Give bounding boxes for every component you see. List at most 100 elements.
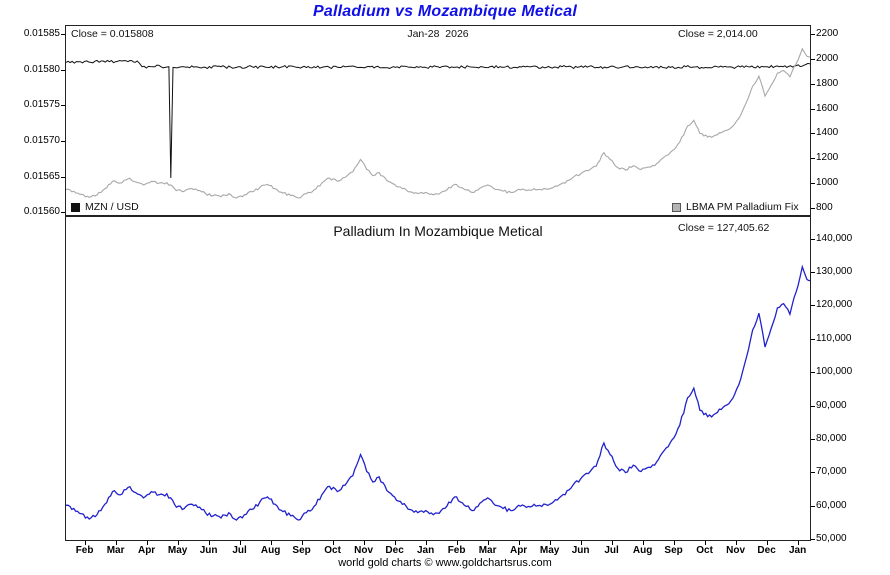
y-axis-tick-mark — [811, 84, 815, 85]
y-axis-tick-mark — [811, 59, 815, 60]
y-axis-tick-mark — [811, 506, 815, 507]
y-axis-tick-mark — [811, 539, 815, 540]
y-axis-tick-mark — [811, 133, 815, 134]
x-axis-month-label: May — [167, 545, 188, 556]
y-axis-label-palladium-usd: 1200 — [816, 152, 839, 164]
y-axis-label-palladium-usd: 2000 — [816, 52, 839, 64]
x-axis-tick-mark — [457, 541, 458, 545]
page-title: Palladium vs Mozambique Metical — [312, 3, 578, 20]
y-axis-tick-mark — [811, 439, 815, 440]
y-axis-label-mzn-rate: 0.01580 — [23, 63, 60, 75]
x-axis-month-label: Sep — [664, 545, 683, 556]
y-axis-label-mzn-rate: 0.01570 — [23, 134, 60, 146]
x-axis-month-label: Nov — [726, 545, 746, 556]
y-axis-label-palladium-usd: 1600 — [816, 102, 839, 114]
mzn-usd-close-label: Close = 0.015808 — [71, 28, 154, 40]
legend-mzn-usd: MZN / USD — [71, 201, 139, 213]
y-axis-label-mzn-rate: 0.01575 — [23, 99, 60, 111]
bottom-panel-title: Palladium In Mozambique Metical — [333, 223, 543, 239]
x-axis-month-label: Jun — [571, 545, 590, 556]
y-axis-label-palladium-usd: 2200 — [816, 27, 839, 39]
palladium-mzn-close-label: Close = 127,405.62 — [678, 222, 770, 234]
y-axis-tick-mark — [811, 183, 815, 184]
y-axis-label-palladium-usd: 800 — [816, 201, 833, 213]
x-axis-month-label: Aug — [260, 545, 281, 556]
y-axis-label-palladium-usd: 1000 — [816, 177, 839, 189]
y-axis-tick-mark — [811, 34, 815, 35]
x-axis-month-label: Feb — [447, 545, 466, 556]
y-axis-label-palladium-usd: 1800 — [816, 77, 839, 89]
x-axis-tick-mark — [581, 541, 582, 545]
y-axis-label-palladium-mzn: 80,000 — [816, 432, 847, 444]
y-axis-tick-mark — [811, 109, 815, 110]
y-axis-label-palladium-mzn: 50,000 — [816, 532, 847, 544]
y-axis-tick-mark — [811, 406, 815, 407]
y-axis-label-palladium-mzn: 110,000 — [816, 332, 852, 344]
x-axis-tick-mark — [240, 541, 241, 545]
x-axis-tick-mark — [116, 541, 117, 545]
y-axis-label-palladium-mzn: 120,000 — [816, 299, 853, 311]
x-axis-month-label: Jan — [416, 545, 435, 556]
x-axis-month-label: Mar — [478, 545, 497, 556]
x-axis-tick-mark — [736, 541, 737, 545]
x-axis-month-label: Jul — [604, 545, 619, 556]
legend-palladium-fix-label: LBMA PM Palladium Fix — [686, 201, 799, 213]
y-axis-label-mzn-rate: 0.01585 — [23, 27, 60, 39]
y-axis-label-palladium-mzn: 130,000 — [816, 266, 853, 278]
y-axis-tick-mark — [61, 34, 65, 35]
x-axis-month-label: Jan — [788, 545, 807, 556]
x-axis-tick-mark — [798, 541, 799, 545]
mzn-usd-swatch-icon — [71, 202, 80, 212]
y-axis-tick-mark — [811, 339, 815, 340]
x-axis-month-label: Oct — [324, 545, 341, 556]
x-axis-tick-mark — [178, 541, 179, 545]
y-axis-tick-mark — [61, 212, 65, 213]
x-axis-tick-mark — [147, 541, 148, 545]
y-axis-tick-mark — [811, 372, 815, 373]
series-line-palladium-in-mozambique-metical — [66, 264, 810, 521]
x-axis-tick-mark — [488, 541, 489, 545]
x-axis-month-label: May — [539, 545, 560, 556]
x-axis-tick-mark — [643, 541, 644, 545]
y-axis-label-palladium-mzn: 60,000 — [816, 499, 847, 511]
y-axis-tick-mark — [61, 177, 65, 178]
x-axis-tick-mark — [519, 541, 520, 545]
x-axis-tick-mark — [705, 541, 706, 545]
top-panel: Close = 0.015808 Jan-28 2026 Close = 2,0… — [65, 25, 811, 216]
y-axis-label-palladium-mzn: 100,000 — [816, 366, 853, 378]
x-axis-month-label: Jul — [232, 545, 247, 556]
x-axis-tick-mark — [395, 541, 396, 545]
y-axis-label-palladium-mzn: 90,000 — [816, 399, 847, 411]
x-axis-month-label: Nov — [354, 545, 374, 556]
x-axis-month-label: Mar — [106, 545, 125, 556]
x-axis-tick-mark — [426, 541, 427, 545]
chart-date-label: Jan-28 2026 — [407, 28, 469, 40]
y-axis-label-palladium-usd: 1400 — [816, 127, 839, 139]
legend-palladium-fix: LBMA PM Palladium Fix — [672, 201, 799, 213]
x-axis-month-label: Jun — [199, 545, 218, 556]
x-axis-tick-mark — [271, 541, 272, 545]
palladium-fix-swatch-icon — [672, 202, 681, 212]
legend-mzn-usd-label: MZN / USD — [85, 201, 139, 213]
x-axis-month-label: Dec — [385, 545, 404, 556]
x-axis-month-label: Sep — [292, 545, 311, 556]
y-axis-tick-mark — [811, 272, 815, 273]
footer-credit: world gold charts © www.goldchartsrus.co… — [338, 557, 552, 569]
bottom-plot-svg — [66, 264, 810, 521]
x-axis-month-label: Aug — [632, 545, 653, 556]
x-axis-tick-mark — [302, 541, 303, 545]
x-axis-month-label: Oct — [696, 545, 713, 556]
x-axis-month-label: Feb — [75, 545, 94, 556]
x-axis-tick-mark — [85, 541, 86, 545]
palladium-close-label: Close = 2,014.00 — [678, 28, 758, 40]
y-axis-label-mzn-rate: 0.01565 — [23, 170, 60, 182]
x-axis-tick-mark — [612, 541, 613, 545]
y-axis-tick-mark — [811, 472, 815, 473]
x-axis-tick-mark — [674, 541, 675, 545]
series-line-lbma-pm-palladium-fix — [66, 47, 810, 199]
x-axis-tick-mark — [209, 541, 210, 545]
x-axis-month-label: Apr — [509, 545, 528, 556]
series-line-mzn-usd — [66, 59, 810, 179]
x-axis-tick-mark — [550, 541, 551, 545]
y-axis-tick-mark — [61, 141, 65, 142]
